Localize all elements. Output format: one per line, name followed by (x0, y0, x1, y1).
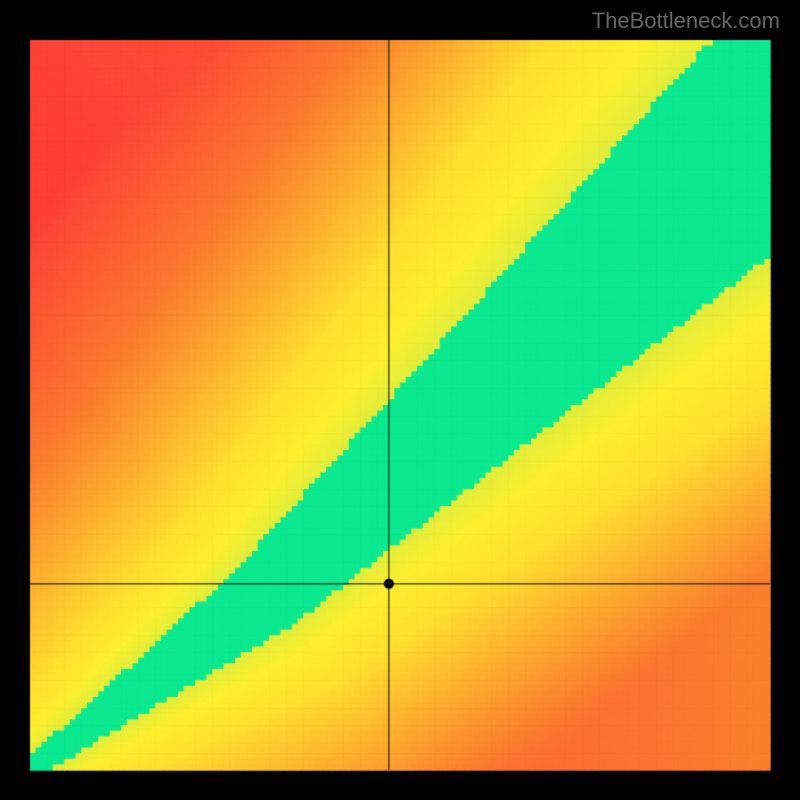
attribution-text: TheBottleneck.com (592, 8, 780, 34)
chart-container: TheBottleneck.com (0, 0, 800, 800)
heatmap-canvas (0, 0, 800, 800)
